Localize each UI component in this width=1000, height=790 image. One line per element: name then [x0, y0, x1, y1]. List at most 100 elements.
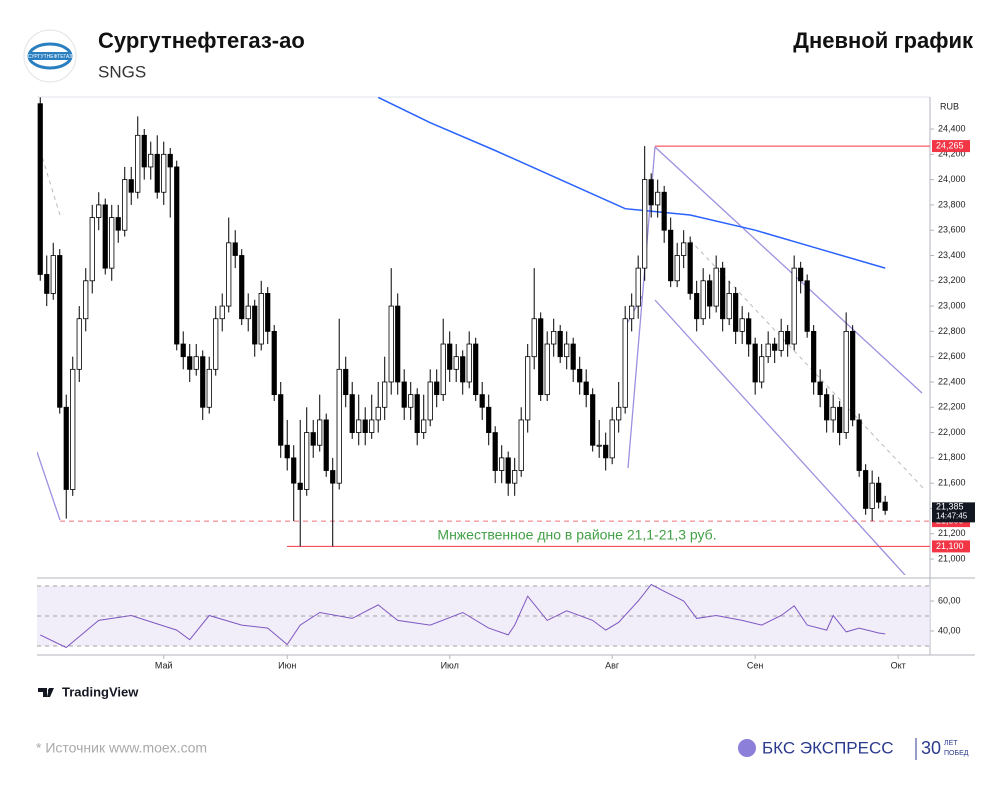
candle-body	[668, 229, 674, 282]
candle-body	[401, 381, 407, 408]
candle-body	[622, 318, 628, 408]
candle-body	[648, 179, 654, 206]
candle-body	[161, 153, 167, 193]
candle-body	[596, 444, 602, 447]
candle-body	[304, 432, 310, 490]
candle-body	[642, 179, 648, 269]
candle-body	[128, 179, 134, 193]
candle-body	[219, 305, 225, 320]
candle-body	[239, 255, 245, 320]
candle-body	[447, 343, 453, 370]
candle-body	[427, 381, 433, 421]
candle-body	[148, 153, 154, 168]
candle-body	[720, 267, 726, 320]
candle-body	[291, 457, 297, 484]
candle-body	[83, 280, 89, 320]
candle-body	[551, 330, 557, 345]
candle-body	[310, 432, 316, 446]
candle-body	[206, 368, 212, 408]
candle-body	[869, 482, 875, 509]
candle-body	[577, 368, 583, 383]
candle-body	[37, 103, 43, 275]
brand: БКС ЭКСПРЕСС	[762, 738, 894, 757]
candle-body	[271, 330, 277, 396]
current-tag	[932, 502, 975, 523]
candle-body	[213, 318, 219, 370]
candle-body	[772, 343, 778, 351]
candle-body	[518, 419, 524, 471]
candle-body	[421, 419, 427, 433]
candle-body	[616, 406, 622, 421]
rsi-band	[37, 586, 930, 646]
y-tick-label: 24,200	[938, 149, 966, 159]
candle-body	[174, 166, 180, 345]
candle-body	[258, 293, 264, 345]
candle-body	[193, 356, 199, 370]
platform: TradingView	[62, 684, 139, 699]
y-tick-label: 23,200	[938, 275, 966, 285]
candle-body	[63, 406, 69, 490]
candle-body	[440, 343, 446, 396]
candle-body	[512, 470, 518, 484]
tradingview-logo	[38, 688, 54, 697]
candle-body	[50, 255, 56, 294]
trend-lines	[37, 146, 923, 575]
candle-body	[525, 356, 531, 421]
candle-body	[811, 330, 817, 383]
y-tick-label: 24,000	[938, 174, 966, 184]
subtitle: Дневной график	[793, 28, 974, 53]
candle-body	[167, 153, 173, 168]
candle-body	[245, 305, 251, 320]
candle-body	[336, 368, 342, 484]
candle-body	[687, 242, 693, 294]
candle-body	[590, 394, 596, 446]
candle-body	[89, 217, 95, 282]
candle-body	[791, 267, 797, 345]
current-time: 14:47:45	[936, 511, 968, 520]
y-tick-label: 22,600	[938, 351, 966, 361]
anniversary-line1: ЛЕТ	[944, 740, 958, 747]
candle-body	[882, 501, 888, 511]
y-tick-label: 23,400	[938, 250, 966, 260]
candle-body	[330, 470, 336, 484]
candle-body	[778, 330, 784, 351]
y-tick-label: 22,400	[938, 376, 966, 386]
candle-body	[414, 394, 420, 433]
candle-body	[284, 444, 290, 459]
y-tick-label: 22,200	[938, 402, 966, 412]
candle-body	[713, 267, 719, 307]
candle-body	[323, 419, 329, 471]
candle-body	[570, 343, 576, 370]
x-tick-label: Июл	[441, 660, 459, 670]
candle-body	[479, 394, 485, 408]
candle-body	[863, 470, 869, 509]
candle-body	[369, 419, 375, 433]
candle-body	[278, 394, 284, 446]
candle-body	[362, 419, 368, 433]
candle-body	[583, 381, 589, 396]
candle-body	[655, 191, 661, 206]
candle-body	[694, 293, 700, 320]
candle-body	[460, 356, 466, 383]
candle-body	[876, 482, 882, 503]
x-tick-label: Июн	[278, 660, 296, 670]
candle-body	[382, 381, 388, 408]
candle-body	[700, 280, 706, 320]
logo: СУРГУТНЕФТЕГАЗ	[23, 29, 77, 83]
candle-body	[726, 293, 732, 320]
y-tick-label: 24,400	[938, 123, 966, 133]
level-tag	[932, 140, 970, 153]
rsi-line	[39, 583, 886, 649]
rsi-pane	[37, 583, 930, 649]
candle-body	[674, 255, 680, 282]
candle-body	[707, 280, 713, 307]
y-tick-label: 23,600	[938, 225, 966, 235]
candle-body	[252, 305, 258, 345]
y-tick-label: 22,800	[938, 326, 966, 336]
annotation: Мнжественное дно в районе 21,1-21,3 руб.	[437, 527, 716, 543]
ticker: SNGS	[98, 62, 146, 81]
rsi-y-tick-label: 40,00	[938, 625, 961, 635]
candle-body	[200, 356, 206, 408]
candle-body	[661, 191, 667, 231]
